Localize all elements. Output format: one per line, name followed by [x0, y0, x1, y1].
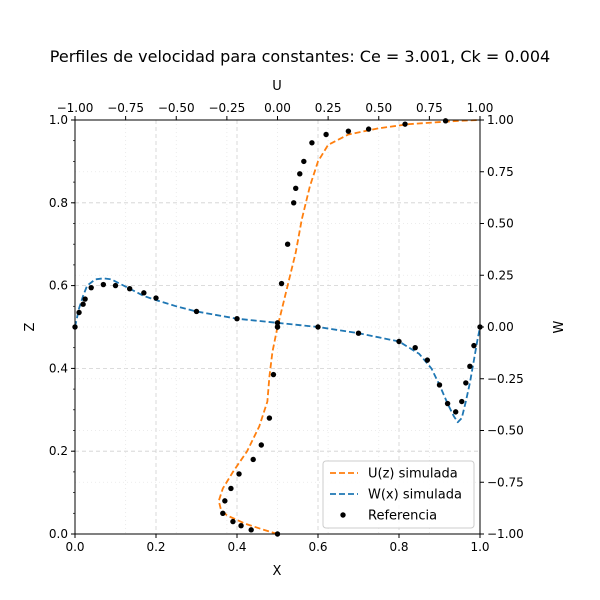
u-tick-label: 0.50 [365, 101, 392, 115]
reference-point [278, 280, 285, 287]
reference-point [274, 320, 281, 326]
reference-point [365, 126, 372, 132]
legend-label: W(x) simulada [368, 488, 462, 503]
w-tick-label: −0.75 [487, 475, 524, 489]
reference-point [297, 171, 303, 177]
u-tick-label: 0.75 [416, 101, 443, 115]
u-axis-label: U [272, 79, 282, 94]
reference-point [284, 241, 291, 247]
reference-point [100, 281, 107, 288]
series-layer [72, 118, 483, 537]
x-axis-label: X [273, 564, 282, 579]
reference-point [345, 128, 352, 134]
x-tick-label: 1.0 [470, 540, 489, 554]
legend-label: Referencia [368, 509, 437, 524]
reference-point [112, 282, 119, 289]
w-tick-label: −0.50 [487, 424, 524, 438]
w-tick-label: −1.00 [487, 527, 524, 541]
reference-point [323, 131, 329, 138]
reference-point [471, 342, 477, 349]
reference-point [80, 301, 86, 307]
reference-point [396, 338, 402, 345]
reference-point [126, 286, 133, 292]
reference-point [258, 442, 264, 448]
reference-point [228, 485, 234, 492]
u-tick-label: 1.00 [467, 101, 494, 115]
z-tick-label: 0.2 [49, 444, 68, 458]
reference-point [291, 200, 297, 206]
reference-point [444, 400, 451, 407]
w-tick-label: 0.50 [487, 217, 514, 231]
z-tick-label: 0.8 [49, 196, 68, 210]
w-tick-label: 0.75 [487, 165, 514, 179]
reference-point [76, 309, 82, 316]
w-axis-label: W [552, 320, 567, 333]
reference-point [270, 371, 277, 378]
series-line [74, 277, 481, 424]
x-tick-label: 0.6 [308, 540, 327, 554]
u-tick-label: 0.00 [264, 101, 291, 115]
reference-point [236, 471, 242, 477]
z-axis-label: Z [23, 322, 38, 331]
reference-point [82, 296, 88, 302]
reference-point [412, 345, 418, 351]
reference-point [309, 140, 315, 146]
z-tick-label: 0.0 [49, 527, 68, 541]
w-tick-label: 1.00 [487, 113, 514, 127]
u-tick-label: 0.25 [315, 101, 342, 115]
reference-point [442, 118, 449, 124]
x-tick-label: 0.2 [146, 540, 165, 554]
reference-point [274, 324, 281, 330]
reference-point [463, 380, 469, 386]
x-tick-label: 0.8 [389, 540, 408, 554]
reference-point [424, 357, 431, 363]
u-tick-label: −0.50 [158, 101, 195, 115]
reference-point [88, 284, 94, 291]
legend-marker [340, 512, 346, 518]
axes: 0.0 0.2 0.4 0.6 0.8 1.00.00.20.40.60.81.0−1.0… [49, 101, 524, 554]
w-tick-label: −0.25 [487, 372, 524, 386]
reference-point [153, 295, 159, 301]
x-tick-label: 0.0 [65, 540, 84, 554]
reference-point [248, 527, 254, 533]
legend-label: U(z) simulada [368, 467, 458, 482]
u-tick-label: −1.00 [57, 101, 94, 115]
reference-point [436, 382, 443, 388]
reference-point [238, 523, 244, 529]
legend: U(z) simulada W(x) simulada Referencia [322, 460, 475, 529]
z-tick-label: 1.0 [49, 113, 68, 127]
reference-point [402, 121, 408, 127]
reference-point [293, 185, 299, 192]
reference-point [453, 409, 459, 415]
reference-point [250, 456, 256, 463]
reference-point [301, 158, 307, 165]
reference-point [355, 330, 362, 336]
chart-title: Perfiles de velocidad para constantes: C… [50, 47, 550, 66]
reference-point [222, 498, 228, 504]
reference-point [315, 324, 321, 330]
z-tick-label: 0.6 [49, 279, 68, 293]
u-tick-label: −0.75 [107, 101, 144, 115]
z-tick-label: 0.4 [49, 361, 68, 375]
reference-point [193, 308, 200, 315]
reference-point [467, 363, 473, 370]
x-tick-label: 0.4 [227, 540, 246, 554]
w-tick-label: 0.00 [487, 320, 514, 334]
reference-point [459, 398, 465, 405]
reference-point [234, 316, 240, 322]
u-tick-label: −0.25 [208, 101, 245, 115]
reference-point [141, 290, 147, 296]
legend-frame [322, 460, 475, 529]
reference-point [266, 415, 273, 421]
reference-point [230, 518, 236, 525]
reference-point [220, 510, 226, 516]
w-tick-label: 0.25 [487, 268, 514, 282]
